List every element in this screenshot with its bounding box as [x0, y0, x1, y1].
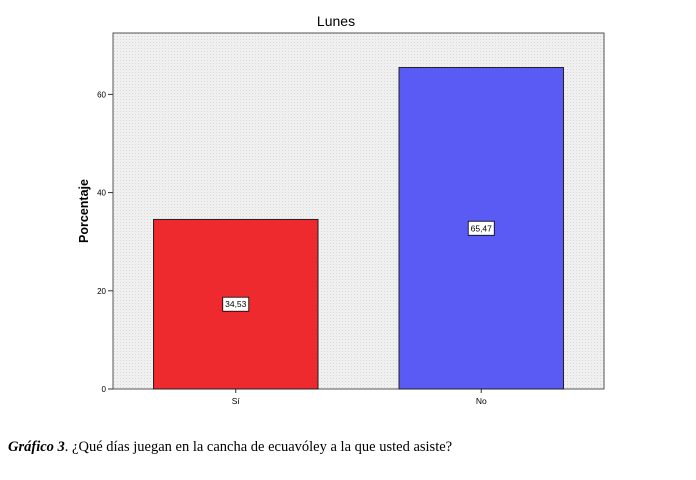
- y-axis-label: Porcentaje: [77, 179, 91, 243]
- x-tick-label: No: [476, 396, 487, 406]
- figure-caption: Gráfico 3. ¿Qué días juegan en la cancha…: [8, 439, 452, 456]
- y-axis: 0 20 40 60: [97, 90, 113, 394]
- caption-text: . ¿Qué días juegan en la cancha de ecuav…: [64, 439, 453, 455]
- data-label-box: [467, 220, 495, 236]
- data-label-box: [222, 296, 250, 312]
- y-tick-label: 0: [102, 385, 107, 394]
- x-tick-label: Sí: [232, 396, 241, 406]
- bars: 34,53 65,47: [153, 67, 564, 390]
- x-axis: Sí No: [232, 389, 487, 406]
- data-label: 34,53: [225, 299, 247, 309]
- y-tick-label: 40: [97, 189, 106, 198]
- y-tick-label: 20: [97, 287, 106, 296]
- caption-lead: Gráfico 3: [8, 439, 65, 455]
- bar-chart: Lunes Porcentaje 0 20 40 60 Sí No 34,53 65,47: [77, 13, 605, 406]
- y-tick-label: 60: [97, 90, 106, 99]
- chart-title: Lunes: [317, 13, 355, 29]
- data-label: 65,47: [471, 223, 493, 233]
